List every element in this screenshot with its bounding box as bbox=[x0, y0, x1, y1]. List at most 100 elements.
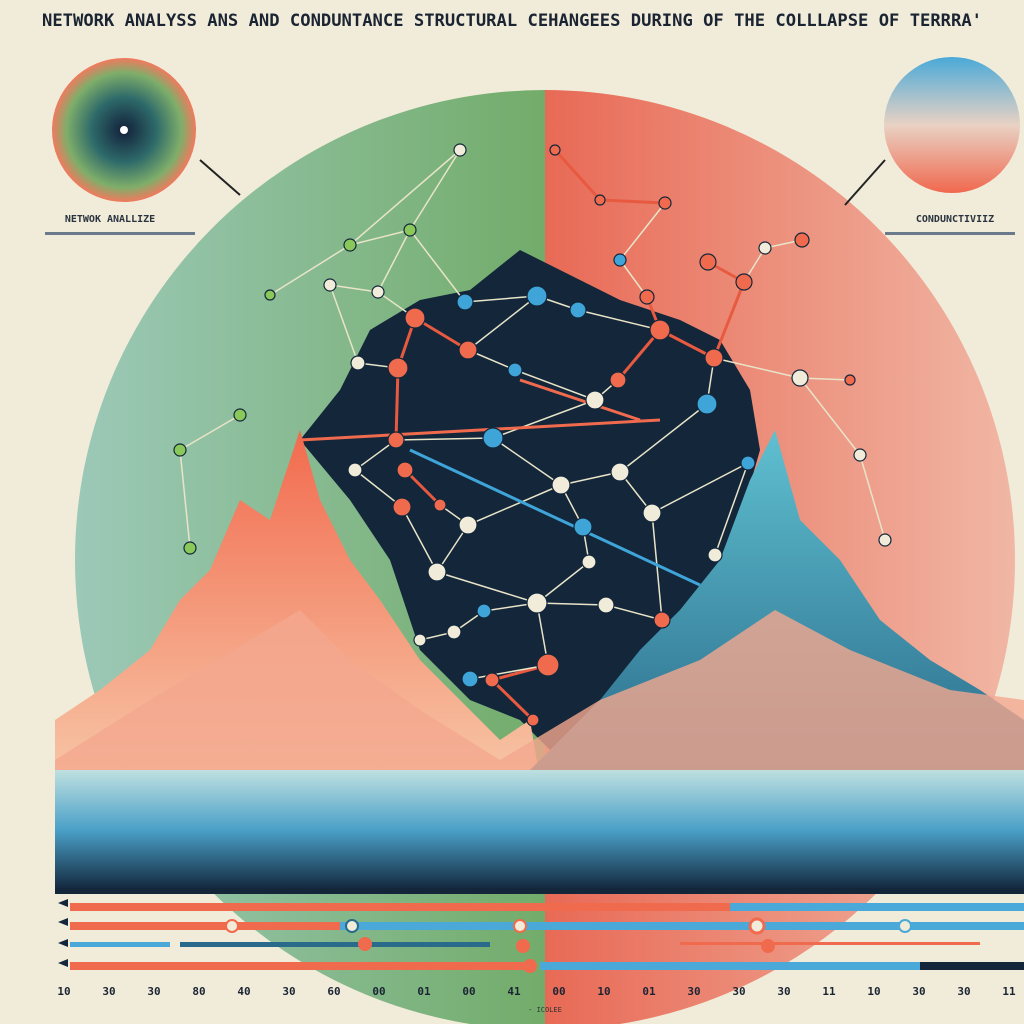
timeline-ticks: 10 30 30 80 40 30 60 00 01 00 41 00 10 01 30 30 30 11 10 30… bbox=[57, 985, 1016, 998]
network-edge bbox=[179, 414, 241, 451]
network-node bbox=[350, 355, 366, 371]
timeline-tick-label: 01 bbox=[642, 985, 656, 998]
label-rule bbox=[45, 232, 195, 235]
network-edge bbox=[329, 284, 359, 364]
network-node bbox=[173, 443, 187, 457]
network-node bbox=[878, 533, 892, 547]
network-node bbox=[484, 672, 500, 688]
mountain-mid bbox=[55, 610, 1024, 800]
left-label: NETWOK ANALLIZE bbox=[65, 214, 155, 225]
network-node bbox=[551, 475, 571, 495]
network-edge bbox=[349, 149, 461, 246]
network-node bbox=[456, 293, 474, 311]
network-node bbox=[458, 515, 478, 535]
timeline-tick-label: 01 bbox=[417, 985, 431, 998]
network-node bbox=[581, 554, 597, 570]
network-node bbox=[573, 517, 593, 537]
timeline-tick-label: 80 bbox=[192, 985, 205, 998]
network-edge bbox=[329, 284, 379, 293]
network-edge bbox=[409, 229, 466, 303]
timeline-tick-label: 30 bbox=[282, 985, 295, 998]
network-node bbox=[597, 596, 615, 614]
network-edge bbox=[409, 149, 461, 231]
network-node bbox=[853, 448, 867, 462]
network-node bbox=[347, 462, 363, 478]
network-edge bbox=[490, 678, 535, 722]
network-node bbox=[594, 194, 606, 206]
right-label: CONDUNCTIVIIZ bbox=[916, 214, 994, 225]
network-edge bbox=[467, 295, 538, 351]
network-edge bbox=[553, 148, 602, 202]
network-edge bbox=[536, 561, 590, 604]
network-node bbox=[446, 624, 462, 640]
network-edge bbox=[616, 329, 662, 381]
timeline-tick-label: 30 bbox=[912, 985, 925, 998]
network-node bbox=[642, 503, 662, 523]
network-edge bbox=[436, 571, 538, 604]
network-node bbox=[392, 497, 412, 517]
network-node bbox=[461, 670, 479, 688]
network-edge bbox=[605, 604, 663, 621]
network-node bbox=[458, 340, 478, 360]
timeline-caption: - ICOLEE bbox=[528, 1006, 562, 1014]
network-link bbox=[299, 418, 661, 442]
network-edge bbox=[560, 471, 621, 486]
timeline-tick-label: 00 bbox=[372, 985, 385, 998]
title: NETWORK ANALYSS ANS AND CONDUNTANCE STRU… bbox=[42, 11, 982, 31]
network-edge bbox=[536, 602, 607, 606]
timeline-tick-label: 00 bbox=[462, 985, 475, 998]
network-node bbox=[433, 498, 447, 512]
network-edge bbox=[713, 357, 801, 379]
network-link bbox=[519, 378, 641, 422]
network-edge bbox=[349, 229, 411, 246]
network-node bbox=[740, 455, 756, 471]
network-edge bbox=[179, 449, 191, 549]
network-node bbox=[343, 238, 357, 252]
timeline-tick-label: 10 bbox=[867, 985, 880, 998]
network-node bbox=[613, 253, 627, 267]
network-node bbox=[791, 369, 809, 387]
network-node bbox=[476, 603, 492, 619]
network-node bbox=[699, 253, 717, 271]
timeline-tick-label: 30 bbox=[687, 985, 700, 998]
network-edge bbox=[514, 369, 596, 401]
network-edge bbox=[577, 309, 661, 331]
right-orb bbox=[884, 57, 1020, 193]
timeline-tick-label: 30 bbox=[777, 985, 790, 998]
network-node bbox=[264, 289, 276, 301]
network-edge bbox=[492, 399, 596, 439]
network bbox=[173, 143, 892, 727]
network-edge bbox=[469, 664, 549, 680]
network-node bbox=[658, 196, 672, 210]
network-node bbox=[507, 362, 523, 378]
network-link bbox=[409, 448, 701, 587]
orb-dot bbox=[120, 126, 128, 134]
network-node bbox=[371, 285, 385, 299]
network-edge bbox=[354, 469, 403, 508]
network-edge bbox=[712, 281, 746, 359]
sea-band bbox=[55, 770, 1024, 890]
timeline-tick-label: 10 bbox=[597, 985, 610, 998]
network-node bbox=[323, 278, 337, 292]
network-node bbox=[609, 371, 627, 389]
timeline-tick-label: 10 bbox=[57, 985, 70, 998]
network-edge bbox=[651, 462, 749, 514]
network-edge bbox=[799, 377, 861, 456]
network-edge bbox=[859, 454, 886, 541]
network-node bbox=[387, 431, 405, 449]
timeline-tick-label: 11 bbox=[1002, 985, 1016, 998]
label-rule bbox=[885, 232, 1015, 235]
timeline-tick-label: 60 bbox=[327, 985, 340, 998]
timeline-tick-label: 40 bbox=[237, 985, 250, 998]
network-node bbox=[413, 633, 427, 647]
network-node bbox=[569, 301, 587, 319]
timeline-tick-label: 30 bbox=[732, 985, 745, 998]
network-node bbox=[704, 348, 724, 368]
network-edge bbox=[619, 259, 648, 298]
network-node bbox=[482, 427, 504, 449]
network-node bbox=[233, 408, 247, 422]
network-node bbox=[453, 143, 467, 157]
network-node bbox=[396, 461, 414, 479]
